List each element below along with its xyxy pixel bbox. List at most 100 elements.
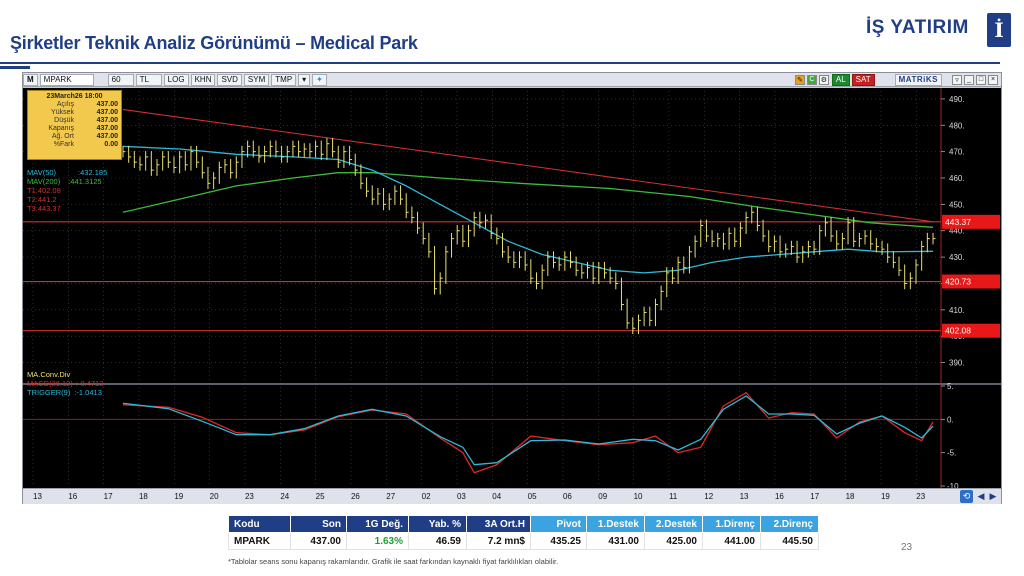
info-row: Yüksek 437.00 [51,109,118,116]
x-tick-label: 23 [244,492,254,501]
table-row: MPARK 437.00 1.63% 46.59 7.2 mn$ 435.25 … [228,532,819,550]
price-tick-label: 470. [949,148,965,157]
minimize-icon[interactable]: _ [964,74,974,85]
price-tick-label: 460. [949,174,965,183]
scroll-right-icon[interactable]: ▶ [989,491,997,501]
brand-logo-text: İŞ YATIRIM [866,17,969,38]
chart-area[interactable]: 390.400.410.420.430.440.450.460.470.480.… [23,88,1001,488]
khn-button[interactable]: KHN [190,73,216,86]
table-header-cell: Pivot [530,515,587,533]
x-tick-label: 27 [386,492,396,501]
table-header-cell: 2.Direnç [760,515,819,533]
macd-tick-label: -10. [947,482,961,488]
x-tick-label: 20 [209,492,219,501]
close-icon[interactable]: × [988,74,998,85]
trigger-series-line [122,395,934,466]
table-header-cell: Son [290,515,347,533]
tmp-button[interactable]: TMP [271,73,297,86]
refresh-icon[interactable]: C [806,74,817,85]
level-label: 443.37 [945,217,971,227]
x-tick-label: 03 [456,492,466,501]
x-tick-label: 13 [739,492,749,501]
sell-button[interactable]: SAT [851,73,875,86]
x-tick-label: 19 [880,492,890,501]
price-tick-label: 410. [949,306,965,315]
x-tick-label: 12 [704,492,714,501]
chart-toolbar: M MPARK 60 TL LOG KHN SVD SYM TMP ▾ ✦ ✎ … [23,73,1001,87]
legend-mav200: MAV(200):441.3125 [27,177,102,186]
x-tick-label: 25 [315,492,325,501]
macd-tick-label: 5. [947,382,954,391]
info-row: Düşük 437.00 [54,117,118,124]
price-chart: 390.400.410.420.430.440.450.460.470.480.… [23,88,1001,488]
menu-button[interactable]: M [23,73,38,86]
legend-t2: T2:441.2 [27,195,57,204]
buy-button[interactable]: AL [831,73,850,86]
x-tick-label: 19 [174,492,184,501]
dropdown-arrow-icon[interactable]: ▾ [298,73,311,86]
x-tick-label: 09 [598,492,608,501]
table-cell: 431.00 [586,532,645,550]
table-header-cell: Yab. % [408,515,467,533]
price-tick-label: 440. [949,227,965,236]
table-cell: MPARK [228,532,291,550]
summary-table: Kodu Son 1G Değ. Yab. % 3A Ort.H Pivot 1… [228,515,819,550]
period-select[interactable]: 60 [107,73,134,86]
table-header-row: Kodu Son 1G Değ. Yab. % 3A Ort.H Pivot 1… [228,515,819,533]
table-cell: 437.00 [290,532,347,550]
x-tick-label: 26 [350,492,360,501]
macd-tick-label: -5. [947,449,956,458]
x-tick-label: 16 [68,492,78,501]
macd-tick-label: 0. [947,415,954,424]
x-tick-label: 13 [33,492,42,501]
level-label: 420.73 [945,277,971,287]
table-header-cell: 1.Direnç [702,515,761,533]
title-divider [0,62,1000,64]
x-tick-label: 18 [138,492,148,501]
svd-button[interactable]: SVD [217,73,242,86]
pen-icon[interactable]: ✎ [794,74,805,85]
trend-line [122,108,934,223]
sync-icon[interactable]: ⟲ [960,490,973,503]
info-row: %Fark 0.00 [53,141,118,148]
level-label-box [942,323,1000,338]
table-header-cell: 1.Destek [586,515,645,533]
log-button[interactable]: LOG [163,73,189,86]
table-header-cell: Kodu [228,515,291,533]
price-tick-label: 450. [949,200,965,209]
x-tick-label: 17 [103,492,113,501]
twitter-icon[interactable]: ✦ [312,73,327,86]
level-label-box [942,214,1000,229]
matriks-brand: MATRiKS [894,73,942,86]
legend-trigger: TRIGGER(9):-1.0413 [27,388,102,397]
brand-logo-icon: İ [987,13,1011,47]
x-tick-label: 06 [562,492,572,501]
chart-window: M MPARK 60 TL LOG KHN SVD SYM TMP ▾ ✦ ✎ … [22,72,1002,504]
info-row: Açılış 437.00 [56,101,118,108]
info-row: Ağ. Ort 437.00 [51,133,118,140]
currency-select[interactable]: TL [135,73,162,86]
sym-button[interactable]: SYM [243,73,270,86]
price-tick-label: 390. [949,359,965,368]
legend-macd: MACD(26,12):-0.4713 [27,379,104,388]
legend-t3: T3:443.37 [27,204,61,213]
x-axis-bar: 13 16 17 18 19 20 23 24 25 26 27 02 03 04 05 06 09 10 11 12… [23,488,1001,504]
table-cell: 441.00 [702,532,761,550]
footnote: *Tablolar seans sonu kapanış rakamlarıdı… [228,557,559,566]
x-tick-label: 17 [810,492,820,501]
x-tick-label: 23 [916,492,926,501]
table-header-cell: 3A Ort.H [466,515,531,533]
dropdown-window-icon[interactable]: ▿ [952,74,962,85]
table-cell: 7.2 mn$ [466,532,531,550]
tool-icon[interactable]: ⚙ [818,74,829,85]
legend-macd-title: MA.Conv.Div [27,370,71,379]
symbol-input[interactable]: MPARK [39,73,94,86]
title-accent [0,66,30,69]
x-tick-label: 05 [527,492,537,501]
price-tick-label: 430. [949,253,965,262]
x-tick-label: 04 [492,492,502,501]
scroll-left-icon[interactable]: ◀ [977,491,985,501]
x-tick-label: 16 [774,492,784,501]
maximize-icon[interactable]: □ [976,74,986,85]
